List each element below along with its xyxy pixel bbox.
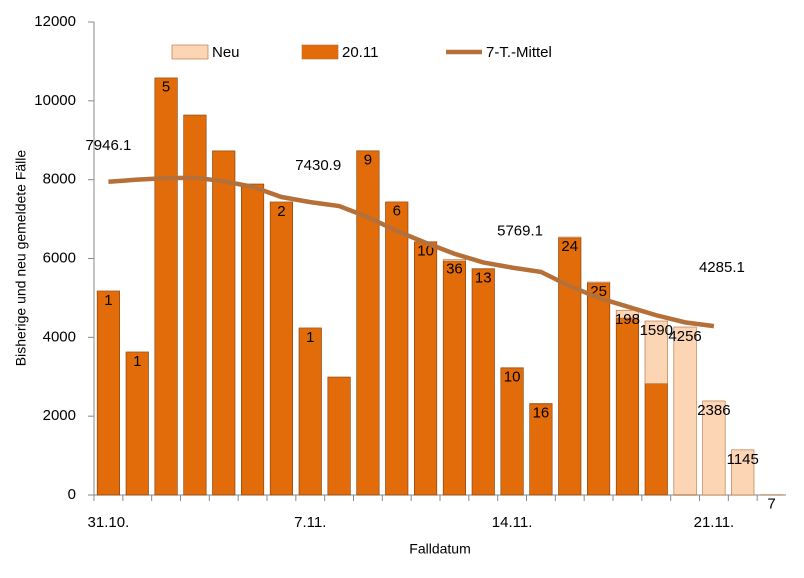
y-tick-label: 4000 — [43, 328, 76, 345]
bar-segment — [184, 115, 206, 495]
line-label: 7946.1 — [85, 137, 131, 154]
data-label: 1 — [306, 329, 314, 346]
data-label: 16 — [533, 404, 550, 421]
bar-segment — [587, 283, 609, 495]
line-label: 7430.9 — [295, 157, 341, 174]
data-label: 24 — [561, 238, 578, 255]
bar-segment — [270, 202, 292, 495]
x-tick-label: 14.11. — [492, 514, 533, 531]
y-tick-label: 12000 — [34, 13, 76, 30]
bar-segment — [501, 368, 523, 495]
bar-segment — [645, 384, 667, 495]
bar-segment — [414, 242, 436, 495]
data-label: 4256 — [668, 328, 701, 345]
x-tick-label: 21.11. — [694, 514, 735, 531]
data-label: 36 — [446, 261, 463, 278]
bar-segment — [472, 269, 494, 495]
bar-segment — [126, 352, 148, 495]
bar-segment — [443, 261, 465, 495]
bar-segment — [674, 327, 696, 495]
legend-label: 7-T.-Mittel — [486, 44, 552, 61]
legend-label: Neu — [212, 44, 240, 61]
bar-segment — [97, 291, 119, 495]
data-label: 1 — [133, 353, 141, 370]
data-label: 10 — [504, 369, 521, 386]
bar-segment — [241, 184, 263, 495]
y-tick-label: 0 — [68, 486, 76, 503]
x-tick-label: 31.10. — [88, 514, 130, 531]
bar-segment — [155, 78, 177, 495]
y-tick-label: 10000 — [34, 92, 76, 109]
data-label: 2386 — [697, 402, 730, 419]
data-label: 9 — [364, 152, 372, 169]
data-label: 2 — [277, 203, 285, 220]
legend-swatch — [302, 45, 338, 59]
y-tick-label: 2000 — [43, 407, 76, 424]
bar-segment — [616, 318, 638, 495]
legend-swatch — [172, 45, 208, 59]
x-axis-label: Falldatum — [409, 541, 470, 557]
line-label: 5769.1 — [497, 223, 543, 240]
bar-segment — [299, 328, 321, 495]
bar-segment — [559, 238, 581, 495]
data-label: 5 — [162, 79, 170, 96]
data-label: 198 — [615, 311, 640, 328]
data-label: 13 — [475, 269, 492, 286]
data-label: 7 — [767, 496, 775, 513]
data-label: 1145 — [727, 451, 759, 468]
bar-segment — [213, 151, 235, 495]
y-tick-label: 6000 — [43, 249, 76, 266]
bar-segment — [386, 202, 408, 495]
data-label: 1 — [104, 292, 112, 309]
y-axis-label: Bisherige und neu gemeldete Fälle — [13, 150, 29, 367]
x-tick-label: 7.11. — [294, 514, 326, 531]
y-tick-label: 8000 — [43, 171, 76, 188]
data-label: 6 — [393, 203, 401, 220]
bar-segment — [357, 151, 379, 495]
legend-label: 20.11 — [342, 44, 378, 61]
bar-segment — [328, 377, 350, 495]
line-label: 4285.1 — [699, 259, 745, 276]
